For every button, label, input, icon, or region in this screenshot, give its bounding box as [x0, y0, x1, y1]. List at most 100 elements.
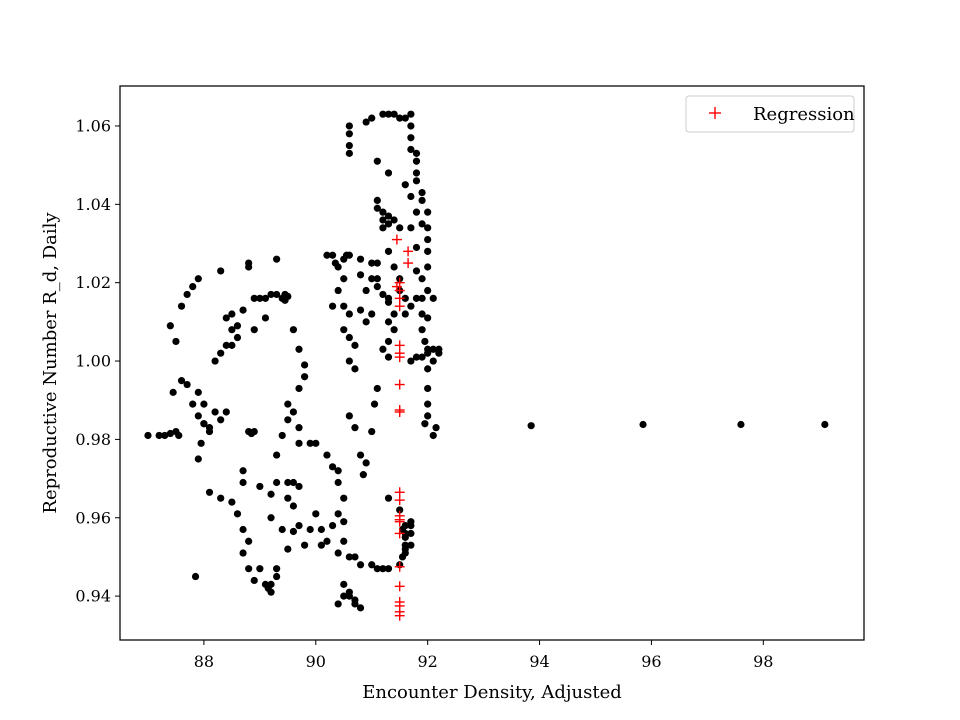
- data-point: [407, 302, 415, 310]
- data-point: [289, 326, 298, 334]
- data-point: [194, 412, 202, 420]
- data-point: [211, 357, 219, 365]
- data-point: [390, 326, 398, 334]
- data-point: [334, 478, 342, 487]
- data-point: [328, 251, 337, 259]
- data-point: [340, 592, 348, 600]
- data-point: [379, 208, 387, 216]
- x-tick-label: 98: [753, 652, 773, 671]
- y-axis: 0.94 0.96 0.98 1.00 1.02 1.04 1.06: [75, 116, 120, 606]
- data-point: [373, 384, 381, 393]
- data-point: [144, 431, 152, 440]
- data-point: [273, 478, 281, 487]
- data-point: [289, 408, 298, 416]
- data-point: [407, 521, 415, 530]
- plot-background: [120, 86, 864, 640]
- data-point: [284, 494, 292, 502]
- data-point: [368, 114, 376, 122]
- data-point: [424, 247, 432, 255]
- data-point: [239, 549, 247, 557]
- data-point: [194, 455, 202, 463]
- data-point: [217, 416, 225, 424]
- data-point: [189, 400, 197, 408]
- y-tick-label: 0.98: [75, 430, 111, 449]
- data-point: [379, 110, 387, 118]
- data-point: [429, 345, 437, 353]
- data-point: [284, 478, 292, 487]
- data-point: [407, 145, 415, 154]
- data-point: [432, 424, 440, 432]
- data-point: [295, 521, 303, 530]
- data-point: [362, 459, 370, 467]
- data-point: [424, 263, 432, 271]
- data-point: [334, 510, 342, 518]
- legend-box: [685, 95, 855, 133]
- data-point: [412, 149, 421, 157]
- data-point: [328, 463, 337, 471]
- data-point: [273, 255, 281, 263]
- data-point: [345, 141, 353, 150]
- regression-point: [394, 379, 405, 390]
- plot-frame: [119, 85, 865, 641]
- y-axis-title: Reproductive Number R_d, Daily: [40, 212, 61, 514]
- data-point: [424, 314, 432, 322]
- regression-point: [403, 258, 414, 269]
- data-point: [407, 134, 415, 142]
- data-point: [407, 224, 415, 232]
- data-point: [424, 365, 432, 373]
- data-point: [407, 122, 415, 130]
- data-point: [334, 549, 342, 557]
- data-point: [250, 326, 258, 334]
- data-point: [340, 518, 348, 526]
- data-point: [368, 561, 376, 569]
- data-point: [177, 302, 186, 310]
- data-point: [345, 333, 353, 342]
- data-point: [306, 439, 314, 447]
- data-point: [295, 482, 303, 491]
- data-point: [424, 400, 432, 408]
- data-point: [228, 326, 236, 334]
- data-point: [284, 400, 292, 408]
- data-point: [379, 224, 387, 232]
- data-point: [222, 341, 230, 349]
- data-point: [183, 290, 191, 299]
- data-point: [233, 333, 242, 342]
- data-point: [345, 251, 353, 259]
- data-point: [356, 306, 365, 314]
- data-point: [384, 169, 393, 177]
- data-point: [351, 341, 359, 349]
- data-point: [379, 345, 387, 353]
- data-point: [161, 431, 169, 440]
- data-point: [191, 572, 200, 581]
- data-point: [200, 400, 208, 408]
- data-point: [424, 235, 432, 244]
- data-point: [379, 216, 387, 224]
- regression-point: [394, 406, 405, 417]
- regression-point: [394, 352, 405, 363]
- data-point: [370, 400, 379, 408]
- data-point: [284, 416, 292, 424]
- data-point: [340, 275, 348, 283]
- data-point: [424, 384, 432, 393]
- y-tick-label: 1.04: [75, 195, 111, 214]
- data-point: [205, 488, 214, 496]
- data-point: [373, 275, 381, 283]
- data-point: [424, 208, 432, 216]
- data-point: [245, 537, 253, 545]
- data-point: [424, 349, 432, 357]
- regression-point: [394, 610, 405, 621]
- data-point: [301, 373, 309, 381]
- data-point: [267, 290, 275, 299]
- data-point: [384, 220, 393, 228]
- data-point: [267, 580, 275, 588]
- data-point: [217, 349, 225, 357]
- data-point: [256, 565, 264, 573]
- data-point: [323, 537, 331, 545]
- data-point: [273, 451, 281, 459]
- data-point: [295, 439, 303, 447]
- data-point: [407, 541, 415, 549]
- data-point: [384, 318, 393, 326]
- data-point: [390, 310, 398, 318]
- data-point: [166, 322, 174, 330]
- data-point: [155, 431, 163, 440]
